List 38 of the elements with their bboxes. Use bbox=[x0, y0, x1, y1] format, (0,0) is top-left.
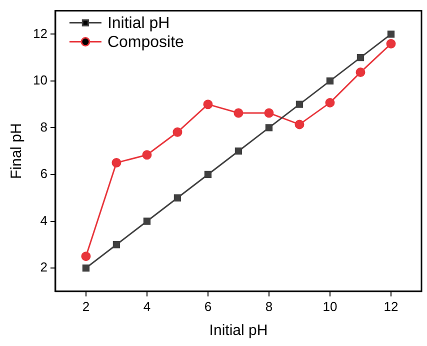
point bbox=[325, 98, 335, 108]
y-tick-label: 12 bbox=[32, 26, 48, 41]
x-tick-label: 4 bbox=[143, 298, 151, 314]
point bbox=[294, 120, 304, 130]
x-tick-label: 6 bbox=[204, 298, 212, 314]
x-tick-label: 12 bbox=[384, 298, 398, 314]
point bbox=[326, 77, 334, 85]
point bbox=[387, 30, 395, 38]
point bbox=[265, 124, 273, 132]
point bbox=[386, 39, 396, 49]
x-tick-label: 2 bbox=[82, 298, 90, 314]
legend-label: Composite bbox=[107, 34, 184, 52]
point bbox=[296, 100, 304, 108]
y-tick-label: 2 bbox=[40, 260, 48, 275]
point bbox=[356, 54, 364, 62]
y-tick-label: 8 bbox=[40, 119, 48, 134]
point bbox=[234, 148, 242, 155]
point bbox=[172, 127, 182, 137]
x-tick-label: 8 bbox=[265, 298, 273, 314]
point bbox=[112, 241, 120, 248]
point bbox=[81, 252, 91, 262]
point bbox=[203, 100, 213, 110]
point bbox=[174, 194, 182, 202]
y-axis-title: Final pH bbox=[8, 123, 26, 180]
point bbox=[234, 108, 244, 118]
legend-label: Initial pH bbox=[107, 15, 170, 32]
y-tick-label: 4 bbox=[40, 212, 48, 228]
point bbox=[356, 68, 366, 78]
point bbox=[204, 170, 212, 178]
y-tick-label: 10 bbox=[32, 72, 48, 88]
point bbox=[142, 150, 152, 160]
point bbox=[264, 108, 274, 118]
point bbox=[82, 264, 90, 272]
y-tick-label: 6 bbox=[40, 166, 48, 182]
x-axis-title: Initial pH bbox=[209, 322, 268, 340]
point bbox=[112, 158, 122, 168]
point bbox=[143, 218, 151, 225]
x-tick-label: 10 bbox=[322, 298, 338, 314]
